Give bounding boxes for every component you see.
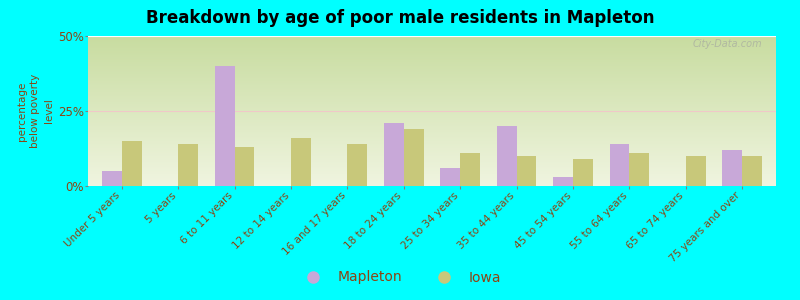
Bar [742, 156, 762, 186]
Bar [460, 153, 480, 186]
Bar [215, 66, 234, 186]
Bar [441, 168, 460, 186]
Bar [554, 177, 573, 186]
Text: Breakdown by age of poor male residents in Mapleton: Breakdown by age of poor male residents … [146, 9, 654, 27]
Bar [102, 171, 122, 186]
Bar [686, 156, 706, 186]
Bar [517, 156, 536, 186]
Bar [610, 144, 630, 186]
Bar [347, 144, 367, 186]
Bar [404, 129, 423, 186]
Bar [384, 123, 404, 186]
Bar [178, 144, 198, 186]
Bar [722, 150, 742, 186]
Bar [573, 159, 593, 186]
Bar [122, 141, 142, 186]
Bar [630, 153, 649, 186]
Bar [291, 138, 310, 186]
Legend: Mapleton, Iowa: Mapleton, Iowa [293, 265, 507, 290]
Text: City-Data.com: City-Data.com [693, 39, 762, 49]
Bar [497, 126, 517, 186]
Y-axis label: percentage
below poverty
level: percentage below poverty level [18, 74, 54, 148]
Bar [234, 147, 254, 186]
